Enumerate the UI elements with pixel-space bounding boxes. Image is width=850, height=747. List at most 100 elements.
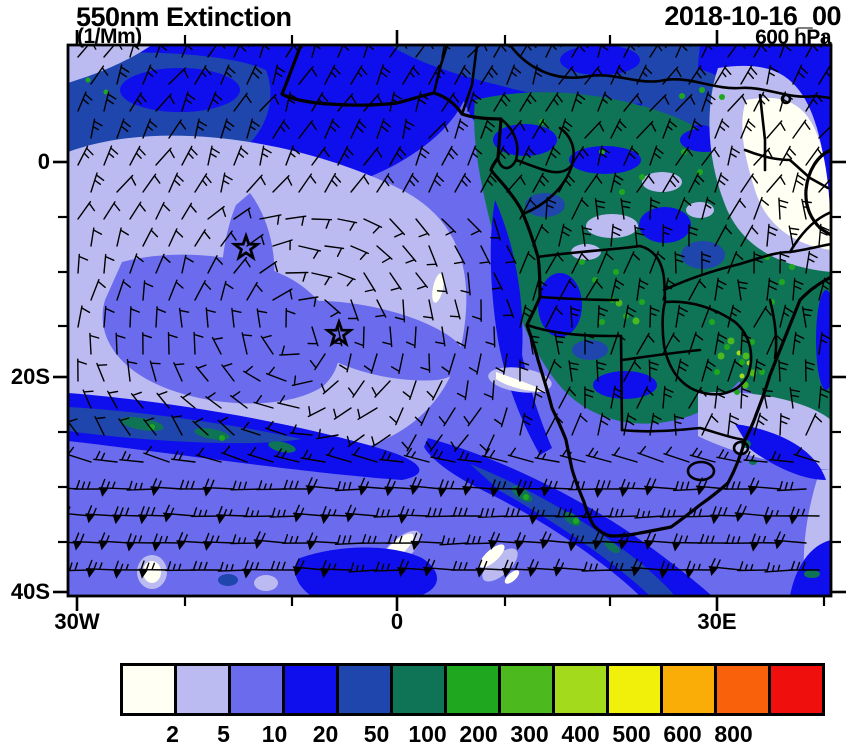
wind-barb bbox=[662, 277, 677, 301]
wind-barb bbox=[272, 175, 293, 193]
wind-barb bbox=[708, 558, 742, 571]
wind-barb bbox=[623, 359, 642, 382]
wind-barb bbox=[77, 253, 89, 274]
wind-barb bbox=[320, 560, 352, 571]
wind-barb bbox=[454, 118, 469, 139]
wind-barb bbox=[265, 366, 287, 382]
wind-barb bbox=[217, 416, 235, 436]
wind-barb bbox=[269, 507, 300, 518]
wind-barb bbox=[472, 299, 482, 322]
wind-barb bbox=[457, 450, 482, 463]
wind-barb bbox=[116, 279, 131, 301]
wind-barb bbox=[268, 560, 300, 571]
wind-barb bbox=[279, 345, 300, 356]
wind-barb bbox=[753, 412, 768, 436]
star-markers bbox=[230, 231, 355, 348]
wind-barb bbox=[202, 532, 235, 544]
wind-barb bbox=[701, 251, 712, 274]
wind-barb bbox=[805, 146, 824, 166]
wind-barb bbox=[359, 534, 391, 544]
wind-barb bbox=[220, 172, 233, 193]
wind-barb bbox=[740, 224, 759, 247]
wind-barb-pennant bbox=[423, 567, 433, 577]
wind-barb bbox=[727, 145, 740, 166]
wind-barb bbox=[519, 92, 537, 112]
wind-barb bbox=[769, 451, 794, 463]
wind-barb bbox=[256, 480, 287, 491]
wind-barb bbox=[350, 118, 367, 139]
wind-barb bbox=[178, 307, 190, 328]
wind-barb bbox=[584, 173, 603, 193]
wind-barb-pennant bbox=[644, 486, 654, 496]
wind-barb bbox=[89, 332, 100, 355]
wind-barb bbox=[385, 534, 417, 544]
wind-barb-pennant bbox=[138, 515, 148, 525]
datetime-label: 2018-10-16_00 bbox=[664, 1, 841, 31]
wind-barb bbox=[493, 92, 511, 112]
wind-barb bbox=[168, 228, 184, 247]
wind-barb bbox=[129, 145, 146, 166]
wind-barb bbox=[610, 64, 627, 85]
wind-barb bbox=[558, 118, 573, 139]
wind-barb bbox=[435, 326, 446, 347]
plot-frame bbox=[53, 30, 846, 611]
wind-barb bbox=[568, 360, 579, 382]
wind-barb bbox=[740, 118, 756, 139]
x-tick-label: 30E bbox=[697, 609, 737, 634]
wind-barb bbox=[371, 380, 391, 398]
wind-barb bbox=[636, 277, 649, 301]
colorbar-level-label: 800 bbox=[714, 721, 753, 747]
wind-barb bbox=[597, 412, 611, 436]
wind-barb bbox=[90, 172, 105, 193]
wind-barb bbox=[155, 93, 175, 112]
wind-barb bbox=[246, 281, 263, 301]
wind-barb bbox=[779, 145, 796, 166]
wind-barb bbox=[584, 278, 603, 301]
wind-barb-pennant bbox=[619, 488, 629, 498]
wind-barb bbox=[177, 479, 209, 490]
y-tick-label: 20S bbox=[10, 364, 50, 389]
wind-barb bbox=[115, 332, 126, 355]
wind-barb bbox=[272, 64, 286, 85]
x-tick-label: 0 bbox=[390, 609, 404, 634]
wind-barb bbox=[118, 417, 131, 436]
wind-barb bbox=[441, 145, 458, 166]
wind-barb bbox=[85, 559, 118, 571]
wind-barb bbox=[350, 65, 368, 85]
wind-barb bbox=[792, 172, 806, 193]
wind-barb bbox=[289, 424, 313, 436]
wind-barb bbox=[103, 305, 115, 328]
wind-barb bbox=[119, 451, 144, 463]
wind-barb bbox=[805, 413, 823, 436]
wind-barb bbox=[337, 272, 356, 287]
wind-barb-pennant bbox=[99, 541, 109, 551]
wind-barb bbox=[281, 479, 313, 490]
wind-barb bbox=[103, 145, 119, 166]
colorbar-cell bbox=[390, 663, 447, 716]
wind-barb bbox=[285, 271, 309, 282]
wind-barb bbox=[506, 120, 526, 139]
wind-barb-pennant bbox=[515, 541, 524, 551]
wind-barb bbox=[181, 202, 197, 220]
colorbar-cell bbox=[768, 663, 825, 716]
wind-barb bbox=[130, 391, 144, 409]
wind-barb bbox=[379, 450, 404, 463]
wind-barb bbox=[171, 450, 196, 463]
wind-barb bbox=[634, 224, 645, 247]
wind-barb bbox=[695, 477, 729, 490]
wind-barb bbox=[766, 223, 778, 247]
wind-barb-pennant bbox=[163, 513, 173, 523]
wind-barb bbox=[205, 307, 216, 328]
wind-barb bbox=[571, 412, 588, 436]
wind-barb bbox=[788, 560, 820, 571]
wind-barb bbox=[77, 305, 91, 328]
wind-barb bbox=[597, 145, 610, 166]
wind-barb bbox=[688, 331, 704, 355]
wind-barb bbox=[489, 479, 521, 490]
wind-barb bbox=[637, 445, 664, 463]
wind-barb bbox=[663, 446, 690, 463]
wind-barb bbox=[688, 386, 707, 409]
wind-barb bbox=[558, 223, 572, 247]
wind-barb bbox=[776, 481, 807, 492]
wind-barb-pennant bbox=[293, 513, 303, 523]
